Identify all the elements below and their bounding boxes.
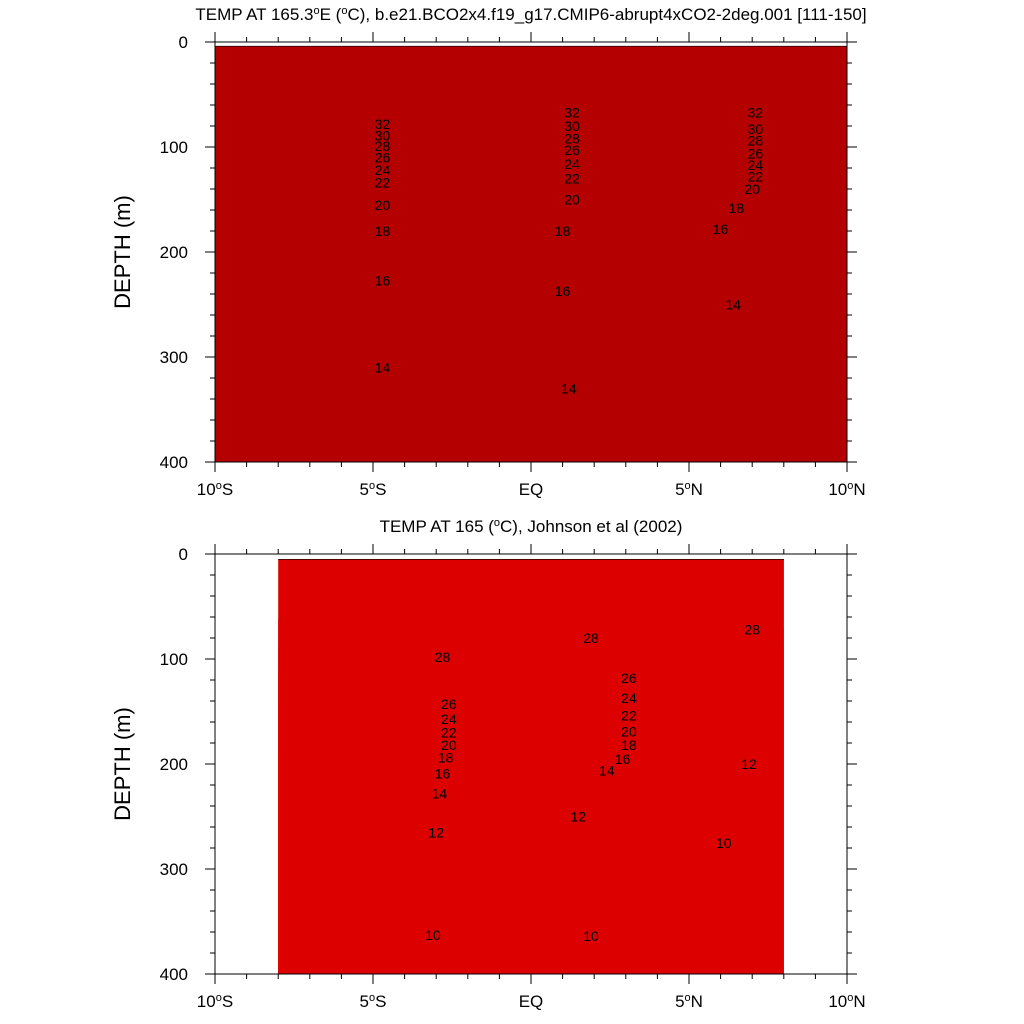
contour-label: 28 [583,630,599,646]
temperature-band [215,46,847,462]
y-tick-label: 300 [160,348,188,367]
contour-label: 10 [583,928,599,944]
contour-label: 28 [564,131,580,147]
contour-label: 22 [564,171,580,187]
contour-label: 18 [729,200,745,216]
contour-label: 22 [375,175,391,191]
contour-label: 30 [748,121,764,137]
contour-label: 20 [375,197,391,213]
contour-label: 16 [435,765,451,781]
contour-label: 26 [621,670,637,686]
contour-label: 24 [441,711,457,727]
contour-label: 30 [564,118,580,134]
contour-label: 16 [713,221,729,237]
contour-label: 16 [375,272,391,288]
y-tick-label: 100 [160,138,188,157]
panel-model-title: TEMP AT 165.3oE (oC), b.e21.BCO2x4.f19_g… [195,5,866,24]
y-tick-label: 200 [160,243,188,262]
contour-label: 26 [375,150,391,166]
contour-label: 20 [564,192,580,208]
x-tick-label: 5oS [360,480,387,499]
x-tick-label: EQ [519,992,544,1011]
y-tick-label: 300 [160,860,188,879]
contour-label: 18 [621,737,637,753]
panel-observations-y-axis-label: DEPTH (m) [110,707,135,821]
panel-observations-bands [278,558,784,974]
y-tick-label: 100 [160,650,188,669]
x-tick-label: EQ [519,480,544,499]
y-tick-label: 400 [160,453,188,472]
x-tick-label: 5oS [360,992,387,1011]
contour-label: 18 [375,223,391,239]
x-tick-label: 10oN [828,480,865,499]
panel-observations-labels: 2826242220181614121028262422201816141210… [425,622,760,945]
contour-label: 24 [748,157,764,173]
contour-label: 22 [441,725,457,741]
contour-label: 26 [748,145,764,161]
contour-label: 20 [744,181,760,197]
contour-label: 10 [425,927,441,943]
panel-model: TEMP AT 165.3oE (oC), b.e21.BCO2x4.f19_g… [110,5,867,499]
y-tick-label: 200 [160,755,188,774]
panel-observations-ticks: 10oS 5oS EQ 5oN 10oN 0 100 200 300 400 [160,544,866,1011]
contour-label: 20 [441,737,457,753]
contour-label: 24 [375,162,391,178]
contour-label: 10 [716,835,732,851]
contour-label: 16 [555,283,571,299]
contour-label: 16 [615,751,631,767]
panel-model-labels: 3230282624222018161432302826242220181614… [375,104,764,397]
panel-observations: TEMP AT 165 (oC), Johnson et al (2002) D… [110,517,866,1011]
contour-label: 18 [438,750,454,766]
contour-label: 24 [564,156,580,172]
panel-model-ticks: 10oS 5oS EQ 5oN 10oN 0 100 200 300 400 [160,32,866,499]
contour-label: 28 [435,649,451,665]
contour-label: 12 [741,756,757,772]
contour-label: 14 [375,360,391,376]
contour-label: 12 [428,824,444,840]
y-tick-label: 0 [179,545,188,564]
contour-label: 14 [561,381,577,397]
contour-label: 28 [744,622,760,638]
contour-label: 24 [621,690,637,706]
x-tick-label: 5oN [675,992,703,1011]
x-tick-label: 5oN [675,480,703,499]
panel-model-bands [215,45,847,462]
contour-label: 32 [748,104,764,120]
contour-label: 26 [564,142,580,158]
x-tick-label: 10oS [197,480,233,499]
contour-label: 32 [564,104,580,120]
x-tick-label: 10oS [197,992,233,1011]
panel-observations-title: TEMP AT 165 (oC), Johnson et al (2002) [380,517,683,536]
contour-label: 14 [599,762,615,778]
contour-label: 14 [432,785,448,801]
x-tick-label: 10oN [828,992,865,1011]
contour-label: 18 [555,223,571,239]
contour-label: 22 [621,708,637,724]
contour-label: 30 [375,127,391,143]
panel-model-y-axis-label: DEPTH (m) [110,195,135,309]
y-tick-label: 400 [160,965,188,984]
contour-label: 28 [748,133,764,149]
y-tick-label: 0 [179,33,188,52]
contour-label: 12 [571,809,587,825]
contour-label: 14 [725,297,741,313]
contour-label: 26 [441,696,457,712]
temperature-band [278,559,784,974]
contour-label: 28 [375,138,391,154]
contour-label: 22 [748,168,764,184]
contour-label: 20 [621,723,637,739]
contour-label: 32 [375,116,391,132]
